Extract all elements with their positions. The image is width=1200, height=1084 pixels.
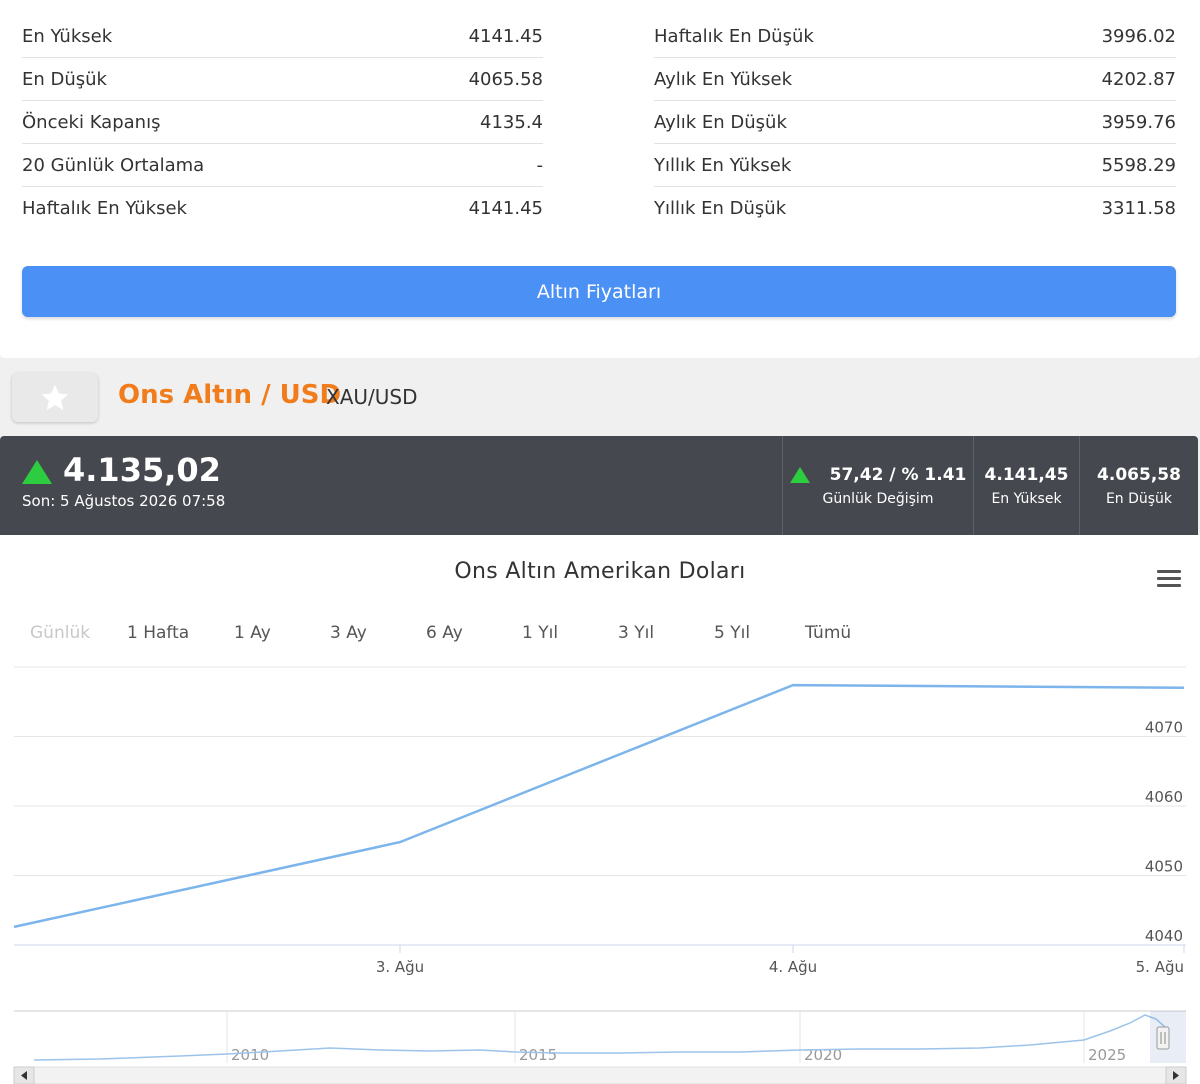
stat-value: - [536,154,544,176]
range-button-3-month[interactable]: 3 Ay [330,623,367,643]
range-selector: Günlük 1 Hafta 1 Ay 3 Ay 6 Ay 1 Yıl 3 Yı… [0,623,1200,647]
stat-label: Aylık En Düşük [654,111,787,133]
stat-row: Aylık En Düşük 3959.76 [654,101,1176,144]
asset-title: Ons Altın / USD [118,380,342,410]
navigator-axis-labels: 2010 2015 2020 2025 [226,1011,1126,1064]
navigator-series-line [33,1014,1166,1061]
range-button-all[interactable]: Tümü [805,623,852,643]
range-button-5-year[interactable]: 5 Yıl [714,623,751,643]
scroll-right-button[interactable] [1165,1066,1187,1084]
last-update-time: Son: 5 Ağustos 2026 07:58 [22,492,226,510]
stat-row: En Yüksek 4141.45 [22,15,543,58]
range-button-1-year[interactable]: 1 Yıl [522,623,559,643]
stat-value: 3311.58 [1101,198,1176,219]
chevron-left-icon [21,1071,27,1080]
stat-label: 20 Günlük Ortalama [22,154,205,176]
stat-row: Yıllık En Yüksek 5598.29 [654,144,1176,187]
stat-label: Aylık En Yüksek [654,68,793,90]
stat-row: Haftalık En Yüksek 4141.45 [22,187,543,230]
stat-label: Yıllık En Yüksek [654,154,792,176]
series-line [13,683,1185,929]
x-axis-labels: 3. Ağu 4. Ağu 5. Ağu [376,945,1185,976]
stat-value: 4135.4 [480,111,543,133]
chart-card: Ons Altın Amerikan Doları Günlük 1 Hafta… [0,535,1200,1084]
daily-change-label: Günlük Değişim [822,490,934,507]
stat-label: Yıllık En Düşük [654,198,787,219]
asset-symbol: XAU/USD [326,385,418,409]
x-tick-label: 5. Ağu [1136,958,1184,976]
stats-column-right: Haftalık En Düşük 3996.02 Aylık En Yüksek… [654,15,1176,230]
scroll-left-button[interactable] [13,1066,35,1084]
chart-title: Ons Altın Amerikan Doları [454,559,746,584]
stat-row: En Düşük 4065.58 [22,58,543,101]
day-high-label: En Yüksek [991,490,1062,507]
y-tick-label: 4040 [1145,927,1183,945]
range-button-1-month[interactable]: 1 Ay [234,623,271,643]
price-up-arrow-icon [22,460,52,484]
change-up-arrow-icon [789,466,810,483]
stat-value: 4141.45 [468,25,543,47]
y-tick-label: 4050 [1145,858,1183,876]
stat-label: Haftalık En Yüksek [22,198,187,219]
navigator-tick-label: 2025 [1088,1046,1126,1064]
x-tick-label: 3. Ağu [376,958,424,976]
stat-label: Haftalık En Düşük [654,25,814,47]
last-price: 4.135,02 [63,451,221,489]
price-bar: 4.135,02 Son: 5 Ağustos 2026 07:58 57,42… [0,436,1198,535]
navigator-handle[interactable] [1156,1026,1170,1050]
day-low-stat: 4.065,58 En Düşük [1079,436,1198,535]
range-button-6-month[interactable]: 6 Ay [426,623,463,643]
y-tick-label: 4070 [1145,719,1183,737]
range-button-daily[interactable]: Günlük [30,623,91,643]
stat-row: Aylık En Yüksek 4202.87 [654,58,1176,101]
favorite-button[interactable] [12,373,98,422]
hamburger-menu-icon[interactable] [1157,570,1181,590]
stat-label: En Düşük [22,68,107,90]
grid-layer [14,666,1186,946]
daily-change-value: 57,42 / % 1.41 [829,464,967,485]
stat-label: En Yüksek [22,25,113,47]
star-icon [41,384,69,410]
asset-title-row: Ons Altın / USD XAU/USD [0,358,1200,436]
stat-row: Önceki Kapanış 4135.4 [22,101,543,144]
stat-value: 5598.29 [1101,154,1176,176]
navigator[interactable]: 2010 2015 2020 2025 [14,1010,1186,1064]
y-tick-label: 4060 [1145,788,1183,806]
chevron-right-icon [1173,1071,1179,1080]
day-high-stat: 4.141,45 En Yüksek [973,436,1079,535]
stat-row: 20 Günlük Ortalama - [22,144,543,187]
day-low-label: En Düşük [1105,490,1173,507]
stat-value: 3959.76 [1101,111,1176,133]
stats-card: En Yüksek 4141.45 En Düşük 4065.58 Önceki … [0,0,1200,358]
day-low-value: 4.065,58 [1097,464,1181,485]
x-tick-label: 4. Ağu [769,958,817,976]
stat-row: Yıllık En Düşük 3311.58 [654,187,1176,230]
scrollbar[interactable] [13,1066,1187,1084]
navigator-tick-label: 2015 [519,1046,557,1064]
stats-column-left: En Yüksek 4141.45 En Düşük 4065.58 Önceki … [22,15,543,230]
stat-value: 4065.58 [468,68,543,90]
stat-label: Önceki Kapanış [22,111,161,133]
stat-value: 4202.87 [1101,68,1176,90]
stat-value: 4141.45 [468,198,543,219]
stat-value: 3996.02 [1101,25,1176,47]
y-axis-labels: 4040 4050 4060 4070 [1145,719,1183,946]
daily-change-stat: 57,42 / % 1.41 Günlük Değişim [782,436,973,535]
range-button-3-year[interactable]: 3 Yıl [618,623,655,643]
price-line-chart: 4040 4050 4060 4070 3. Ağu 4. Ağu 5. Ağu 2010… [13,666,1187,1084]
gold-prices-button[interactable]: Altın Fiyatları [22,266,1176,317]
range-button-1-week[interactable]: 1 Hafta [127,623,190,643]
stat-row: Haftalık En Düşük 3996.02 [654,15,1176,58]
day-high-value: 4.141,45 [984,464,1069,485]
navigator-tick-label: 2010 [231,1046,269,1064]
